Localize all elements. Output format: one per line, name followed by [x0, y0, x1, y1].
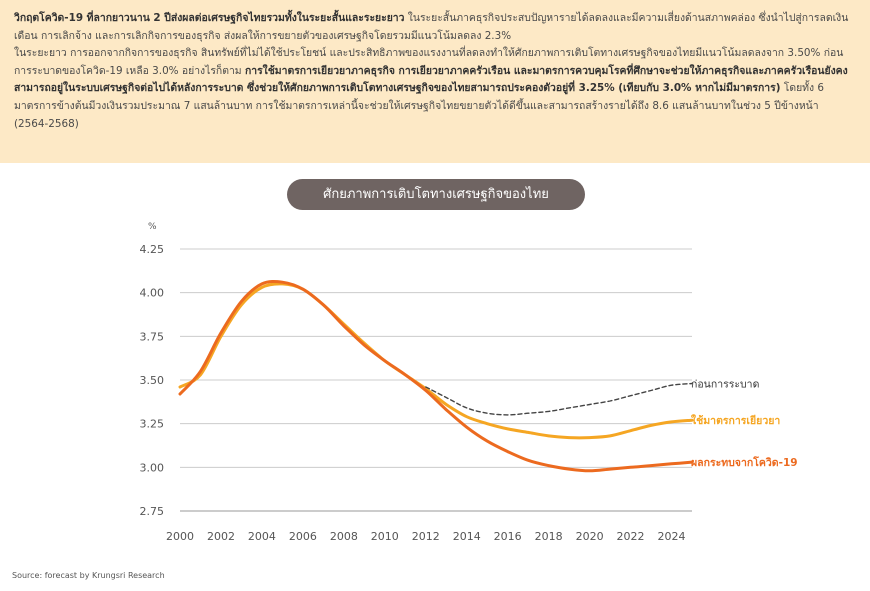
y-tick-label: 3.50	[140, 374, 165, 387]
x-tick-label: 2016	[494, 530, 522, 543]
x-tick-label: 2024	[658, 530, 686, 543]
x-tick-label: 2018	[535, 530, 563, 543]
intro-panel: วิกฤตโควิด-19 ที่ลากยาวนาน 2 ปีส่งผลต่อเ…	[0, 0, 870, 163]
x-tick-label: 2008	[330, 530, 358, 543]
intro-highlight: การใช้มาตรการเยียวยาภาคธุรกิจ การเยียวยา…	[14, 64, 848, 95]
y-tick-label: 2.75	[140, 505, 165, 518]
intro-paragraph-1: วิกฤตโควิด-19 ที่ลากยาวนาน 2 ปีส่งผลต่อเ…	[14, 10, 856, 45]
x-tick-label: 2010	[371, 530, 399, 543]
intro-paragraph-2: ในระยะยาว การออกจากกิจการของธุรกิจ สินทร…	[14, 45, 856, 133]
intro-text-1: ในระยะสั้นภาคธุรกิจประสบปัญหารายได้ลดลงแ…	[14, 12, 849, 42]
series-line-pre-pandemic	[425, 382, 693, 416]
x-tick-label: 2004	[248, 530, 276, 543]
intro-text-2b: โดยทั้ง 6 มาตรการข้างต้นมีวงเงินรวมประมา…	[14, 82, 825, 130]
x-tick-label: 2012	[412, 530, 440, 543]
y-tick-label: 4.25	[140, 243, 165, 256]
chart-title: ศักยภาพการเติบโตทางเศรษฐกิจของไทย	[287, 179, 585, 210]
x-tick-label: 2000	[166, 530, 194, 543]
source-note: Source: forecast by Krungsri Research	[12, 571, 165, 580]
x-tick-label: 2006	[289, 530, 317, 543]
x-tick-label: 2022	[617, 530, 645, 543]
x-tick-label: 2020	[576, 530, 604, 543]
series-line-remedy	[178, 282, 694, 440]
series-line-covid	[178, 279, 694, 473]
x-tick-label: 2014	[453, 530, 481, 543]
series-label-pre-pandemic: ก่อนการระบาด	[691, 378, 759, 390]
y-tick-label: 4.00	[140, 287, 165, 300]
y-tick-label: 3.00	[140, 461, 165, 474]
series-label-remedy: ใช้มาตรการเยียวยา	[691, 413, 780, 427]
y-tick-label: 3.75	[140, 330, 165, 343]
intro-text-2a: ในระยะยาว การออกจากกิจการของธุรกิจ สินทร…	[14, 47, 844, 77]
y-tick-label: 3.25	[140, 418, 165, 431]
series-label-covid: ผลกระทบจากโควิด-19	[691, 456, 798, 469]
intro-headline: วิกฤตโควิด-19 ที่ลากยาวนาน 2 ปีส่งผลต่อเ…	[14, 12, 405, 24]
x-tick-label: 2002	[207, 530, 235, 543]
y-axis-unit: %	[148, 222, 157, 232]
